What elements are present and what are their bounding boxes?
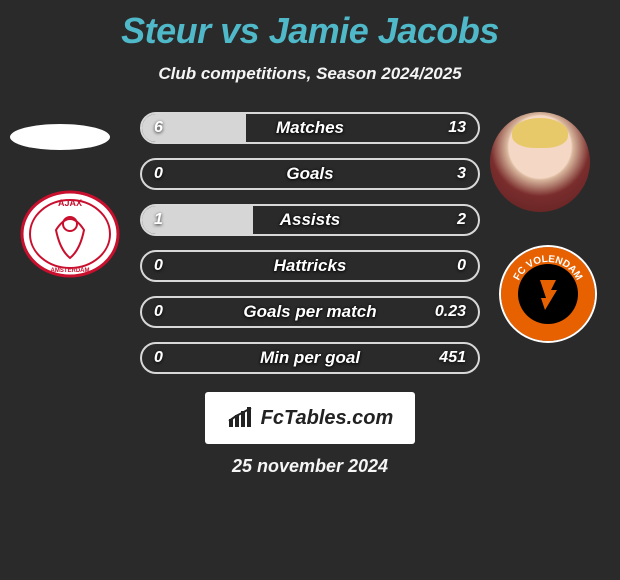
player1-name: Steur <box>121 10 211 51</box>
stat-val-right: 2 <box>457 206 466 234</box>
stat-val-right: 13 <box>448 114 466 142</box>
stat-label: Goals per match <box>142 298 478 326</box>
stat-val-left: 0 <box>154 298 163 326</box>
stat-val-right: 0 <box>457 252 466 280</box>
watermark-text: FcTables.com <box>261 407 394 430</box>
stat-row: 0 Goals per match 0.23 <box>140 296 480 328</box>
player2-name: Jamie Jacobs <box>269 10 499 51</box>
stat-row: 0 Hattricks 0 <box>140 250 480 282</box>
fctables-logo-icon <box>227 407 255 429</box>
stat-val-left: 0 <box>154 344 163 372</box>
stat-fill-left <box>142 206 253 234</box>
stat-label: Goals <box>142 160 478 188</box>
stat-val-left: 0 <box>154 252 163 280</box>
stat-val-left: 0 <box>154 160 163 188</box>
stat-row: 0 Min per goal 451 <box>140 342 480 374</box>
stat-val-right: 0.23 <box>435 298 466 326</box>
watermark: FcTables.com <box>205 392 415 444</box>
stat-val-right: 3 <box>457 160 466 188</box>
title: Steur vs Jamie Jacobs <box>0 0 620 52</box>
stat-label: Hattricks <box>142 252 478 280</box>
player1-avatar <box>10 124 110 150</box>
stat-row: 1 Assists 2 <box>140 204 480 236</box>
player1-club-logo: AJAX AMSTERDAM <box>20 184 120 284</box>
svg-text:AMSTERDAM: AMSTERDAM <box>51 268 90 274</box>
stats-bars: 6 Matches 13 0 Goals 3 1 Assists 2 <box>140 112 480 388</box>
player2-club-logo: FC VOLENDAM <box>498 244 598 344</box>
vs-text: vs <box>220 10 259 51</box>
volendam-logo-icon: FC VOLENDAM <box>498 244 598 344</box>
svg-text:AJAX: AJAX <box>58 198 82 208</box>
stat-val-right: 451 <box>439 344 466 372</box>
date: 25 november 2024 <box>0 456 620 477</box>
stat-row: 0 Goals 3 <box>140 158 480 190</box>
subtitle: Club competitions, Season 2024/2025 <box>0 64 620 84</box>
stat-fill-left <box>142 114 246 142</box>
comparison-card: Steur vs Jamie Jacobs Club competitions,… <box>0 0 620 580</box>
player2-avatar <box>490 112 590 212</box>
stat-row: 6 Matches 13 <box>140 112 480 144</box>
body-area: AJAX AMSTERDAM FC VOLENDAM <box>0 112 620 392</box>
stat-label: Min per goal <box>142 344 478 372</box>
ajax-logo-icon: AJAX AMSTERDAM <box>20 184 120 284</box>
